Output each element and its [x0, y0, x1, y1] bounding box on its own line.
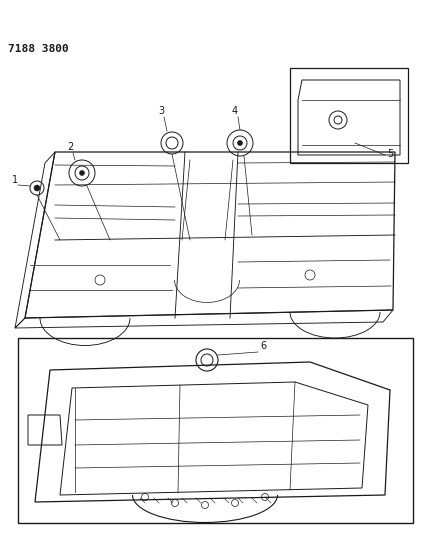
Bar	[18, 338, 413, 523]
Text: 6: 6	[260, 341, 266, 351]
Circle shape	[34, 185, 40, 191]
Circle shape	[238, 141, 243, 146]
Text: 4: 4	[232, 106, 238, 116]
Circle shape	[80, 171, 84, 175]
Text: 1: 1	[12, 175, 18, 185]
Text: 5: 5	[387, 149, 393, 159]
Text: 7188 3800: 7188 3800	[8, 44, 69, 54]
Bar	[290, 68, 408, 163]
Text: 2: 2	[67, 142, 73, 152]
Text: 3: 3	[158, 106, 164, 116]
